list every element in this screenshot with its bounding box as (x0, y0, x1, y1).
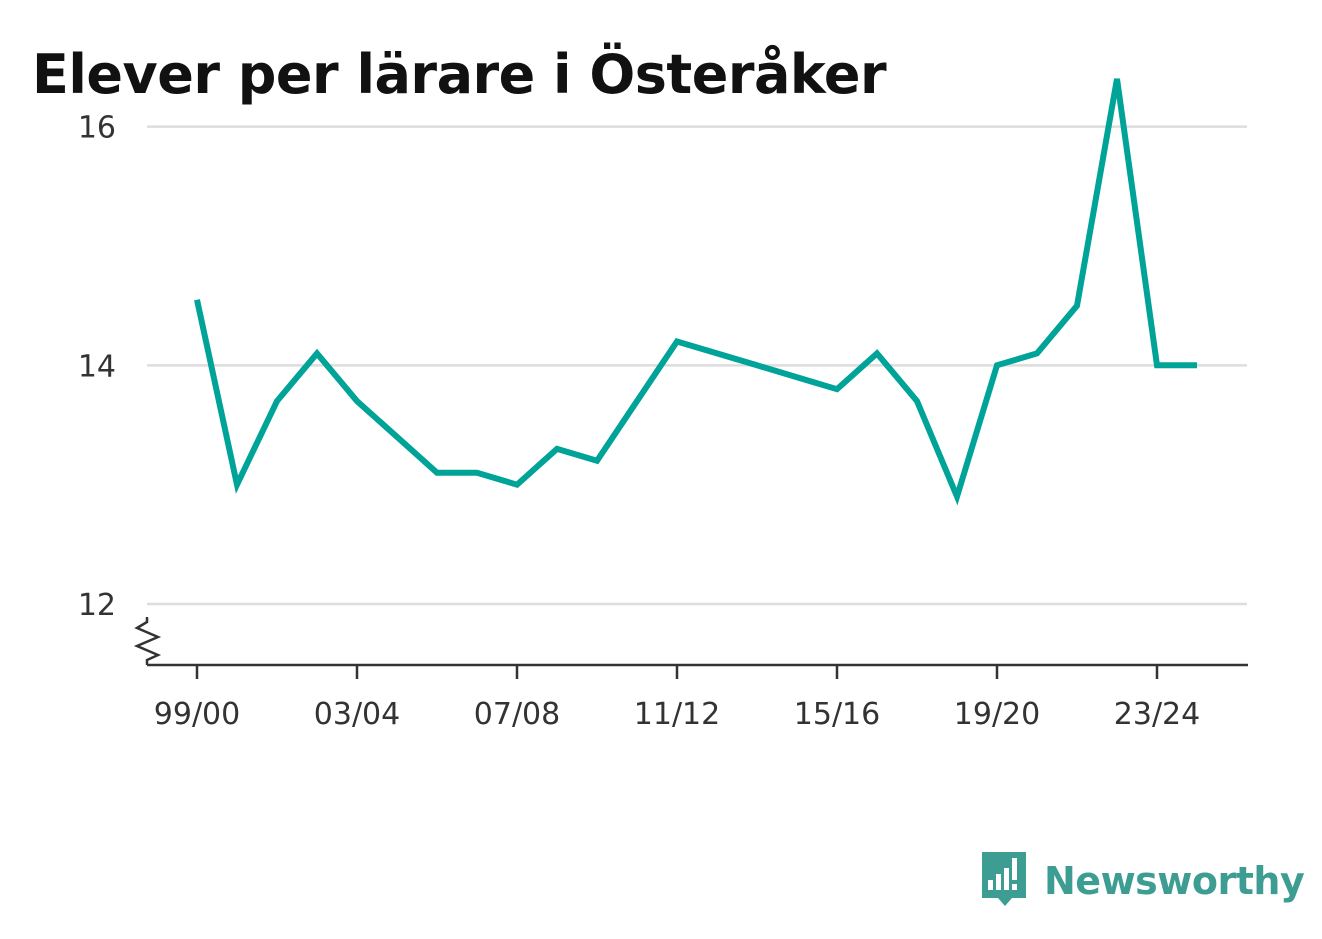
x-tick-label: 99/00 (154, 697, 240, 732)
gridlines (147, 125, 1247, 606)
x-tick-label: 03/04 (314, 697, 400, 732)
newsworthy-logo-icon (978, 848, 1030, 914)
chart-title: Elever per lärare i Österåker (32, 43, 887, 106)
x-tick-label: 11/12 (634, 697, 720, 732)
y-tick-label: 14 (78, 349, 116, 384)
y-tick-label: 12 (78, 588, 116, 623)
tick-labels: 1214161899/0003/0407/0811/1215/1619/2023… (78, 111, 1200, 732)
x-tick-label: 07/08 (474, 697, 560, 732)
x-tick-label: 23/24 (1114, 697, 1200, 732)
brand-name: Newsworthy (1044, 859, 1305, 903)
x-tick-label: 19/20 (954, 697, 1040, 732)
series-line (194, 78, 1197, 506)
series-layer (194, 78, 1197, 506)
y-tick-label: 16 (78, 111, 116, 146)
x-tick-label: 15/16 (794, 697, 880, 732)
brand-logo: Newsworthy (978, 848, 1305, 914)
axes (133, 617, 1248, 679)
axis-break-icon (133, 617, 162, 665)
